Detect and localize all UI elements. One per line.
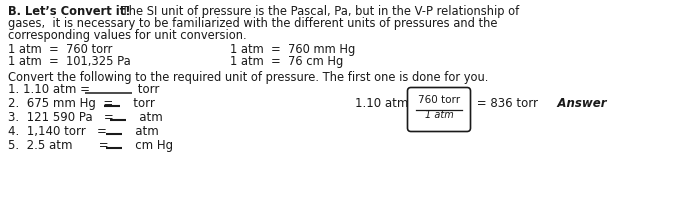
Text: atm: atm	[124, 125, 159, 138]
Text: torr: torr	[134, 83, 160, 96]
Text: 1 atm  =  76 cm Hg: 1 atm = 76 cm Hg	[230, 55, 343, 68]
Text: corresponding values for unit conversion.: corresponding values for unit conversion…	[8, 29, 246, 42]
Text: The SI unit of pressure is the Pascal, Pa, but in the V-P relationship of: The SI unit of pressure is the Pascal, P…	[118, 5, 519, 18]
Text: 760 torr: 760 torr	[418, 95, 460, 105]
Text: B. Let’s Convert it!: B. Let’s Convert it!	[8, 5, 131, 18]
Text: 5.  2.5 atm       =: 5. 2.5 atm =	[8, 139, 113, 152]
Text: 1.10 atm: 1.10 atm	[355, 97, 408, 110]
Text: 1 atm: 1 atm	[425, 111, 454, 120]
Text: atm: atm	[128, 111, 162, 124]
Text: cm Hg: cm Hg	[124, 139, 173, 152]
Text: Convert the following to the required unit of pressure. The first one is done fo: Convert the following to the required un…	[8, 71, 489, 84]
Text: Answer: Answer	[545, 97, 606, 110]
Text: 4.  1,140 torr   =: 4. 1,140 torr =	[8, 125, 111, 138]
Text: torr: torr	[122, 97, 155, 110]
Text: 1 atm  =  101,325 Pa: 1 atm = 101,325 Pa	[8, 55, 131, 68]
Text: 1 atm  =  760 torr: 1 atm = 760 torr	[8, 43, 113, 56]
Text: 2.  675 mm Hg  =: 2. 675 mm Hg =	[8, 97, 117, 110]
Text: 3.  121 590 Pa   =: 3. 121 590 Pa =	[8, 111, 118, 124]
Text: gases,  it is necessary to be familiarized with the different units of pressures: gases, it is necessary to be familiarize…	[8, 17, 498, 30]
Text: = 836 torr: = 836 torr	[473, 97, 538, 110]
Text: 1 atm  =  760 mm Hg: 1 atm = 760 mm Hg	[230, 43, 355, 56]
Text: 1. 1.10 atm =: 1. 1.10 atm =	[8, 83, 94, 96]
